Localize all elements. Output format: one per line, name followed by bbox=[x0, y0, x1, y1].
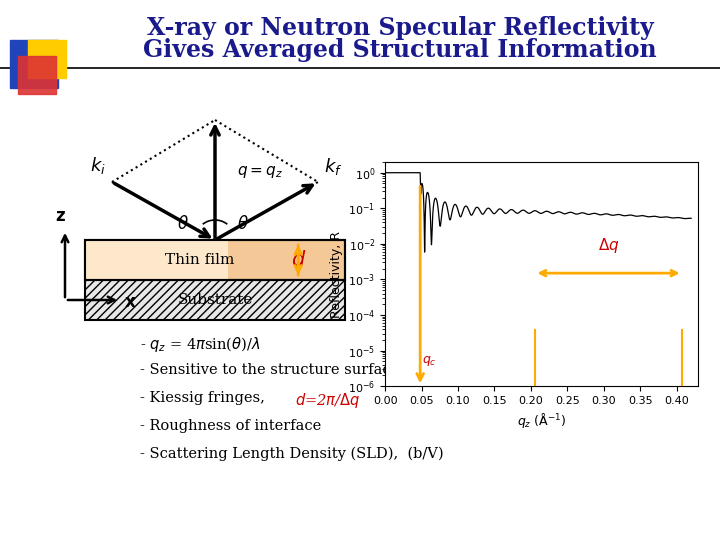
Text: $d$=2$\pi$/$\Delta q$: $d$=2$\pi$/$\Delta q$ bbox=[295, 391, 360, 410]
Bar bbox=[85, 240, 345, 280]
Bar bbox=[28, 40, 66, 78]
Text: x: x bbox=[125, 293, 136, 311]
Text: Substrate: Substrate bbox=[177, 293, 253, 307]
Text: - Sensitive to the structure surface normal: - Sensitive to the structure surface nor… bbox=[140, 363, 456, 377]
Text: $\Delta q$: $\Delta q$ bbox=[598, 235, 619, 254]
Text: X-ray or Neutron Specular Reflectivity: X-ray or Neutron Specular Reflectivity bbox=[147, 16, 653, 40]
Text: $q_c$: $q_c$ bbox=[423, 354, 437, 368]
Text: - $q_z$ = 4$\pi$sin($\theta$)/$\lambda$: - $q_z$ = 4$\pi$sin($\theta$)/$\lambda$ bbox=[140, 335, 261, 354]
Bar bbox=[85, 240, 345, 280]
X-axis label: $q_z$ (Å$^{-1}$): $q_z$ (Å$^{-1}$) bbox=[517, 411, 567, 430]
Y-axis label: Reflectivity, R: Reflectivity, R bbox=[330, 231, 343, 318]
Text: $d$: $d$ bbox=[291, 250, 306, 270]
Text: Gives Averaged Structural Information: Gives Averaged Structural Information bbox=[143, 38, 657, 62]
Text: z: z bbox=[55, 207, 65, 225]
Text: $\theta$: $\theta$ bbox=[237, 215, 249, 233]
Text: - Scattering Length Density (SLD),  (b/V): - Scattering Length Density (SLD), (b/V) bbox=[140, 447, 444, 461]
Bar bbox=[85, 280, 345, 320]
Text: Thin film: Thin film bbox=[165, 253, 234, 267]
Text: $q=q_z$: $q=q_z$ bbox=[237, 164, 283, 180]
Text: $k_f$: $k_f$ bbox=[324, 156, 342, 177]
Text: $\theta$: $\theta$ bbox=[177, 215, 189, 233]
Bar bbox=[18, 56, 56, 94]
Text: - Roughness of interface: - Roughness of interface bbox=[140, 419, 321, 433]
Bar bbox=[10, 40, 58, 88]
Text: $k_i$: $k_i$ bbox=[90, 155, 106, 176]
Text: - Kiessig fringes,: - Kiessig fringes, bbox=[140, 391, 274, 405]
Bar bbox=[85, 240, 228, 280]
